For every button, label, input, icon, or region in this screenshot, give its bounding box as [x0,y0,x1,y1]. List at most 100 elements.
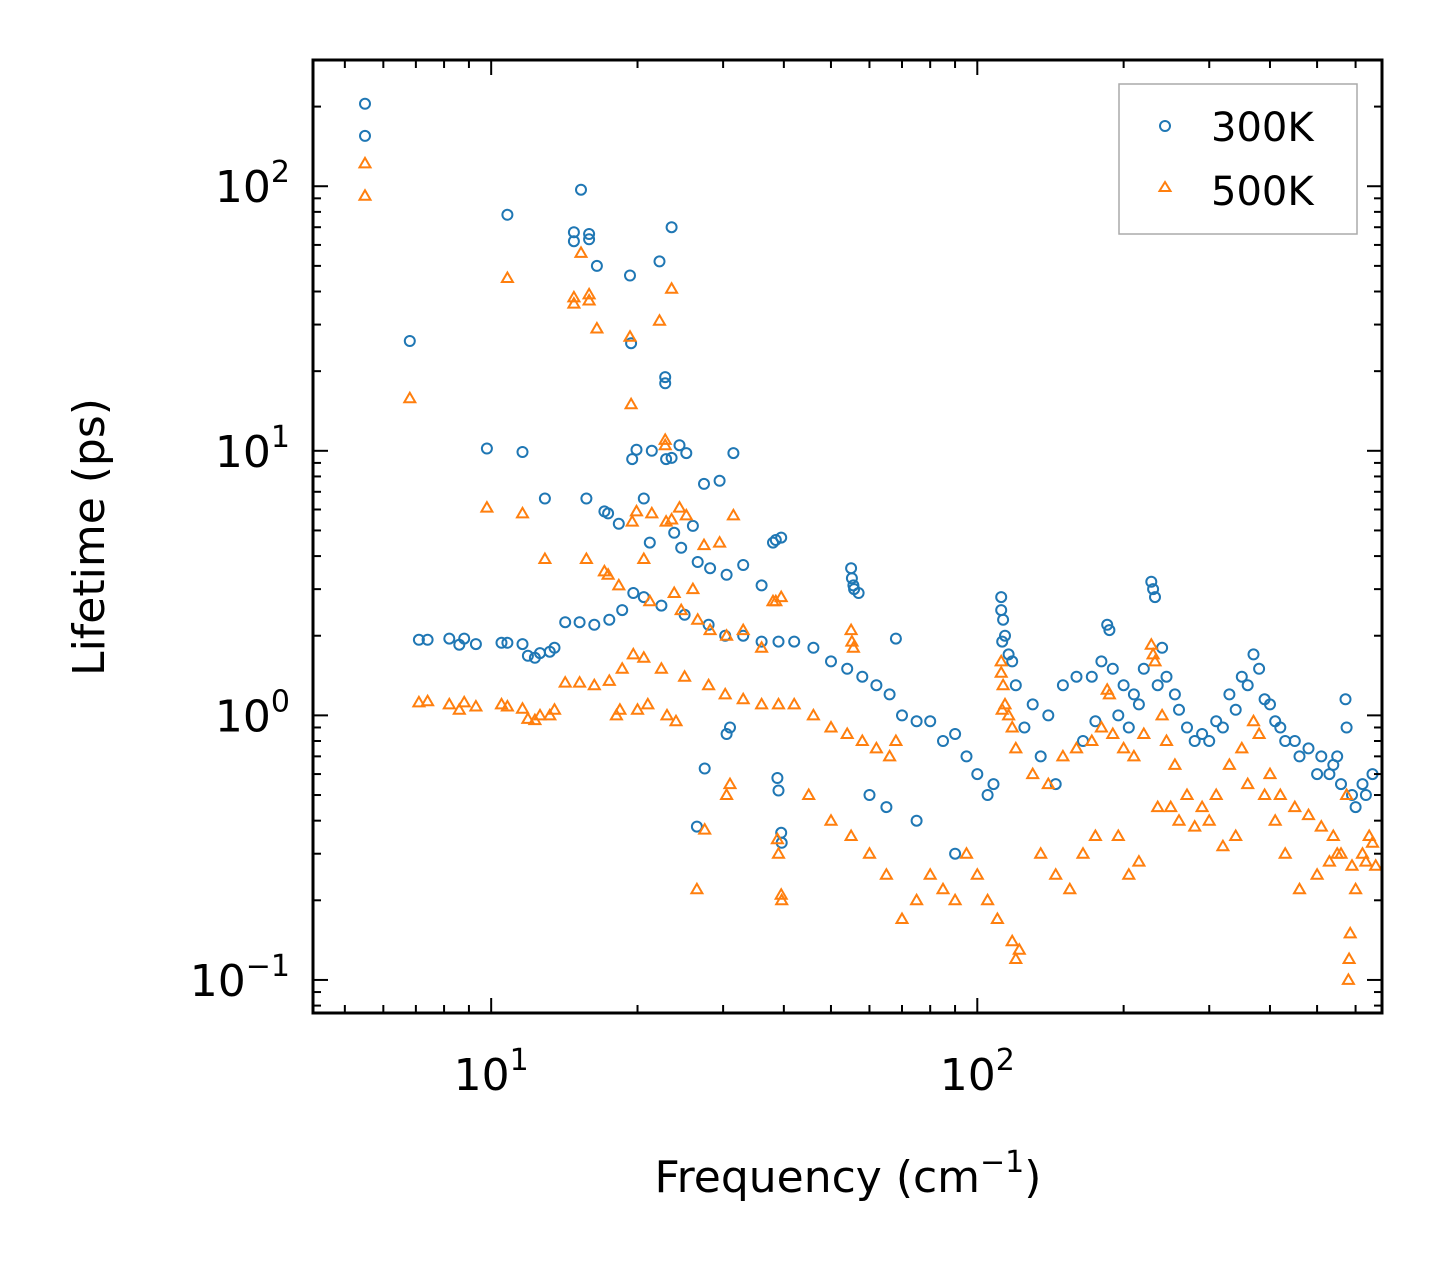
point-500k [862,846,877,859]
point-300k [924,715,937,728]
point-300k [1103,624,1116,637]
point-500k [402,390,418,404]
point-500k [696,537,712,551]
point-300k [825,655,837,668]
point-300k [1293,750,1306,763]
point-300k [1335,778,1347,791]
point-300k [995,591,1008,604]
point-500k [1262,766,1278,780]
point-500k [773,589,789,603]
point-500k [668,713,684,727]
point-500k [702,622,718,636]
point-500k [1088,828,1103,841]
point-500k [1187,819,1202,832]
point-500k [547,702,562,715]
points-layer [357,97,1383,985]
point-300k [495,636,508,649]
point-300k [1302,742,1315,755]
point-500k [581,293,597,306]
point-500k [623,396,639,410]
point-500k [566,289,582,303]
point-500k [1154,707,1170,721]
point-500k [1277,846,1293,859]
point-500k [1094,720,1109,733]
point-500k [1342,925,1358,939]
point-300k [1311,768,1324,781]
point-500k [990,911,1005,924]
point-300k [996,635,1009,648]
point-500k [1150,799,1165,813]
point-500k [823,720,839,733]
legend-marker-300k [1159,120,1171,132]
point-300k [559,616,572,629]
point-300k [1149,591,1161,604]
point-500k [442,696,457,710]
point-500k [1055,748,1071,762]
point-300k [772,784,785,797]
point-300k [673,439,686,452]
point-500k [622,329,638,342]
point-300k [625,337,638,350]
point-500k [500,270,515,283]
point-500k [1126,748,1142,762]
point-300k [1006,655,1019,668]
point-500k [1025,766,1040,780]
point-500k [626,646,641,660]
point-500k [717,686,733,700]
x-tick-label: 102 [940,1043,1015,1101]
point-500k [774,892,789,906]
point-500k [995,677,1011,691]
point-500k [1365,835,1380,848]
point-500k [922,867,938,880]
point-500k [532,707,548,721]
point-500k [771,846,786,859]
point-500k [1287,799,1303,813]
point-500k [1368,858,1383,871]
y-tick-label: 102 [215,155,290,213]
point-300k [937,735,949,747]
point-500k [1326,828,1341,841]
point-300k [949,728,962,740]
point-500k [1075,846,1091,859]
point-300k [1147,583,1160,596]
point-300k [724,721,736,734]
point-500k [579,551,594,564]
point-300k [698,477,710,490]
point-300k [575,183,587,196]
point-500k [1257,787,1272,800]
point-500k [1208,787,1224,800]
point-300k [659,371,672,384]
point-300k [1132,698,1145,711]
point-300k [521,649,534,662]
point-500k [1012,942,1027,955]
point-300k [1340,721,1353,734]
point-300k [1127,688,1140,701]
point-500k [1102,686,1117,700]
point-500k [515,701,530,714]
point-300k [665,451,678,464]
point-500k [712,535,727,548]
point-500k [1309,867,1325,880]
point-500k [537,551,553,564]
point-300k [590,259,603,272]
point-500k [500,699,515,712]
point-500k [1116,740,1131,754]
point-300k [1339,693,1352,706]
point-500k [1069,740,1084,754]
point-300k [660,453,673,466]
point-300k [1106,662,1119,675]
point-300k [910,715,923,728]
point-300k [852,587,865,599]
point-300k [690,820,703,833]
point-500k [980,892,995,906]
point-300k [516,446,529,458]
point-500k [666,585,682,598]
point-500k [685,581,701,595]
legend-marker-500k [1157,180,1173,192]
point-300k [583,233,596,246]
point-500k [970,867,985,880]
point-500k [1355,846,1370,859]
point-500k [612,702,628,715]
point-500k [572,675,587,688]
